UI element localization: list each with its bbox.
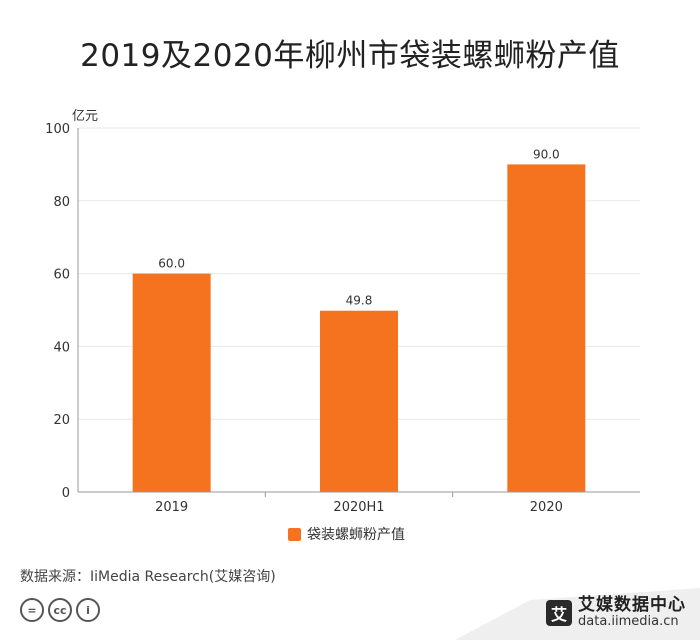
chart-title: 2019及2020年柳州市袋装螺蛳粉产值 [80, 38, 620, 74]
legend-label: 袋装螺蛳粉产值 [307, 527, 405, 543]
brand-logo: 艾 [546, 599, 572, 626]
y-axis-label: 亿元 [72, 109, 98, 124]
person-icon: i [76, 598, 100, 622]
cc-icon: cc [48, 598, 72, 622]
x-tick-label-2019: 2019 [155, 500, 188, 515]
data-label-2020: 90.0 [533, 147, 560, 161]
bar-2020 [507, 164, 586, 492]
x-tick-label-2020: 2020 [530, 500, 563, 515]
license-icons: = cc i [20, 598, 100, 622]
equals-icon: = [20, 598, 44, 622]
y-tick-label: 60 [53, 268, 70, 283]
source-note: 数据来源：IiMedia Research(艾媒咨询) [20, 569, 276, 585]
y-tick-label: 40 [53, 340, 70, 355]
y-tick-label: 100 [45, 122, 70, 137]
y-tick-label: 80 [53, 195, 70, 210]
bar-2019 [132, 273, 211, 492]
data-label-2019: 60.0 [158, 257, 185, 271]
data-label-2020H1: 49.8 [346, 294, 373, 308]
brand: 艾 艾媒数据中心 data.iimedia.cn [546, 595, 686, 629]
y-tick-label: 0 [62, 486, 70, 501]
brand-name: 艾媒数据中心 [578, 595, 686, 615]
bar-2020H1 [320, 310, 398, 492]
legend-swatch [288, 527, 301, 541]
y-tick-label: 20 [53, 413, 70, 428]
bars [132, 164, 586, 492]
brand-url: data.iimedia.cn [578, 613, 679, 629]
legend: 袋装螺蛳粉产值 [288, 524, 405, 544]
data-labels: 60.0 49.8 90.0 [158, 147, 559, 307]
x-tick-label-2020H1: 2020H1 [333, 500, 384, 515]
